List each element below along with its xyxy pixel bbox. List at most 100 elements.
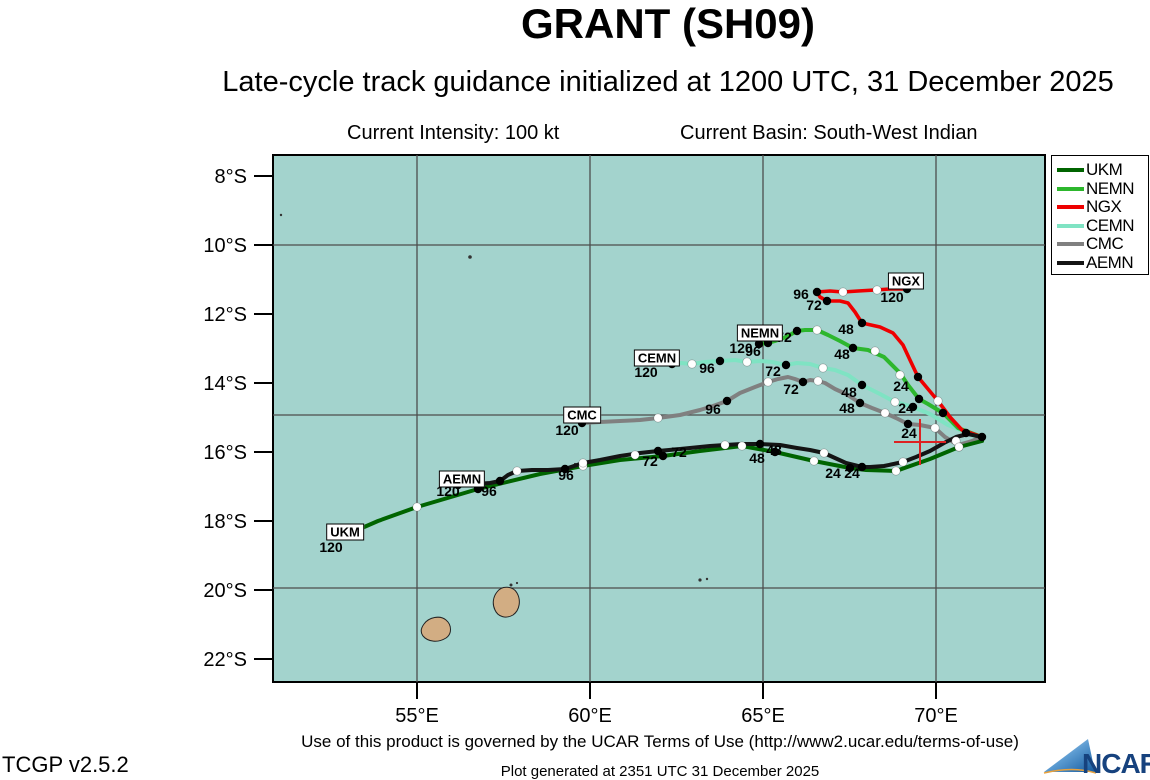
track-dot [687, 359, 697, 369]
hour-label-ngx: 48 [838, 321, 854, 337]
track-dot [872, 285, 882, 295]
hour-label-aemn: 72 [671, 444, 687, 460]
legend-swatch-cemn [1057, 223, 1084, 228]
track-dot [961, 428, 971, 438]
track-dot [903, 419, 913, 429]
island-speck [468, 255, 472, 259]
lon-tick-label: 55°E [395, 705, 439, 727]
track-dot [914, 394, 924, 404]
island-speck [515, 581, 519, 585]
track-dot [722, 396, 732, 406]
lat-tick-label: 10°S [203, 235, 247, 257]
track-dot [512, 466, 522, 476]
lat-tick-label: 16°S [203, 442, 247, 464]
track-dot [818, 363, 828, 373]
hour-label-cmc: 24 [901, 425, 917, 441]
track-dot [933, 396, 943, 406]
island-speck [279, 213, 283, 217]
track-dot [857, 462, 867, 472]
track-dot [812, 287, 822, 297]
track-dot [781, 360, 791, 370]
hour-label-cmc: 120 [555, 422, 579, 438]
ncar-logo: NCAR [1038, 736, 1150, 780]
track-dot [954, 442, 964, 452]
track-dot [715, 356, 725, 366]
legend-label: CEMN [1086, 215, 1135, 235]
hour-label-ngx: 96 [793, 286, 809, 302]
legend-swatch-nemn [1057, 186, 1084, 191]
hour-label-ngx: 72 [806, 297, 822, 313]
track-dot [798, 377, 808, 387]
track-dot [880, 408, 890, 418]
track-line-ukm [353, 439, 984, 533]
lon-tick-label: 60°E [568, 705, 612, 727]
island-speck [698, 578, 702, 582]
ncar-logo-text: NCAR [1082, 748, 1150, 779]
track-line-cemn [670, 358, 977, 438]
hour-label-ukm: 96 [481, 483, 497, 499]
lat-tick-label: 12°S [203, 304, 247, 326]
legend-label: UKM [1086, 160, 1123, 180]
hour-label-ukm: 72 [642, 453, 658, 469]
hour-label-cemn: 96 [699, 360, 715, 376]
hour-label-cemn: 72 [765, 363, 781, 379]
model-label-cemn: CEMN [633, 349, 681, 367]
track-dot [890, 397, 900, 407]
track-dot [495, 476, 505, 486]
legend-item-aemn: AEMN [1057, 252, 1148, 273]
track-line-ngx [815, 287, 984, 439]
island-speck [509, 583, 513, 587]
hour-label-ukm: 120 [319, 539, 343, 555]
ncar-swoosh-icon [1043, 739, 1097, 774]
hour-label-ngx: 24 [893, 378, 909, 394]
hour-label-cmc: 96 [705, 401, 721, 417]
track-dot [819, 448, 829, 458]
hour-label-nemn: 48 [834, 346, 850, 362]
hour-label-aemn: 24 [844, 465, 860, 481]
track-dot [895, 370, 905, 380]
hour-label-ukm: 24 [825, 465, 841, 481]
hour-label-cemn: 120 [634, 364, 658, 380]
track-dot [578, 458, 588, 468]
track-dot [857, 318, 867, 328]
track-dot [560, 464, 570, 474]
hour-label-cemn: 48 [841, 384, 857, 400]
plot-subtitle: Late-cycle track guidance initialized at… [222, 66, 1114, 98]
track-dot [737, 441, 747, 451]
track-dot [845, 463, 855, 473]
hour-label-ukm: 48 [749, 450, 765, 466]
hour-label-cmc: 72 [783, 381, 799, 397]
track-dot [913, 372, 923, 382]
track-dot [838, 287, 848, 297]
track-dot [857, 380, 867, 390]
track-dot [848, 343, 858, 353]
legend-label: AEMN [1086, 252, 1134, 272]
island-speck [705, 577, 709, 581]
current-basin-label: Current Basin: South-West Indian [680, 122, 978, 144]
track-dot [938, 408, 948, 418]
lon-tick-label: 65°E [741, 705, 785, 727]
track-dot [742, 357, 752, 367]
track-dot [792, 326, 802, 336]
model-label-cmc: CMC [563, 406, 601, 424]
island-mauritius [492, 586, 520, 618]
track-dot [977, 432, 987, 442]
track-dot [653, 413, 663, 423]
legend-item-ukm: UKM [1057, 160, 1148, 180]
track-dot [930, 423, 940, 433]
track-dot [898, 457, 908, 467]
model-label-nemn: NEMN [736, 324, 784, 342]
track-dot [908, 402, 918, 412]
legend-swatch-ukm [1057, 168, 1084, 173]
legend-swatch-cmc [1057, 242, 1084, 247]
hour-label-cmc: 48 [839, 400, 855, 416]
track-dot [891, 466, 901, 476]
legend-item-nemn: NEMN [1057, 179, 1148, 199]
track-dot [412, 502, 422, 512]
track-dot [755, 439, 765, 449]
hour-label-nemn: 96 [745, 343, 761, 359]
current-intensity-label: Current Intensity: 100 kt [347, 122, 560, 144]
terms-of-use-text: Use of this product is governed by the U… [301, 732, 1019, 751]
